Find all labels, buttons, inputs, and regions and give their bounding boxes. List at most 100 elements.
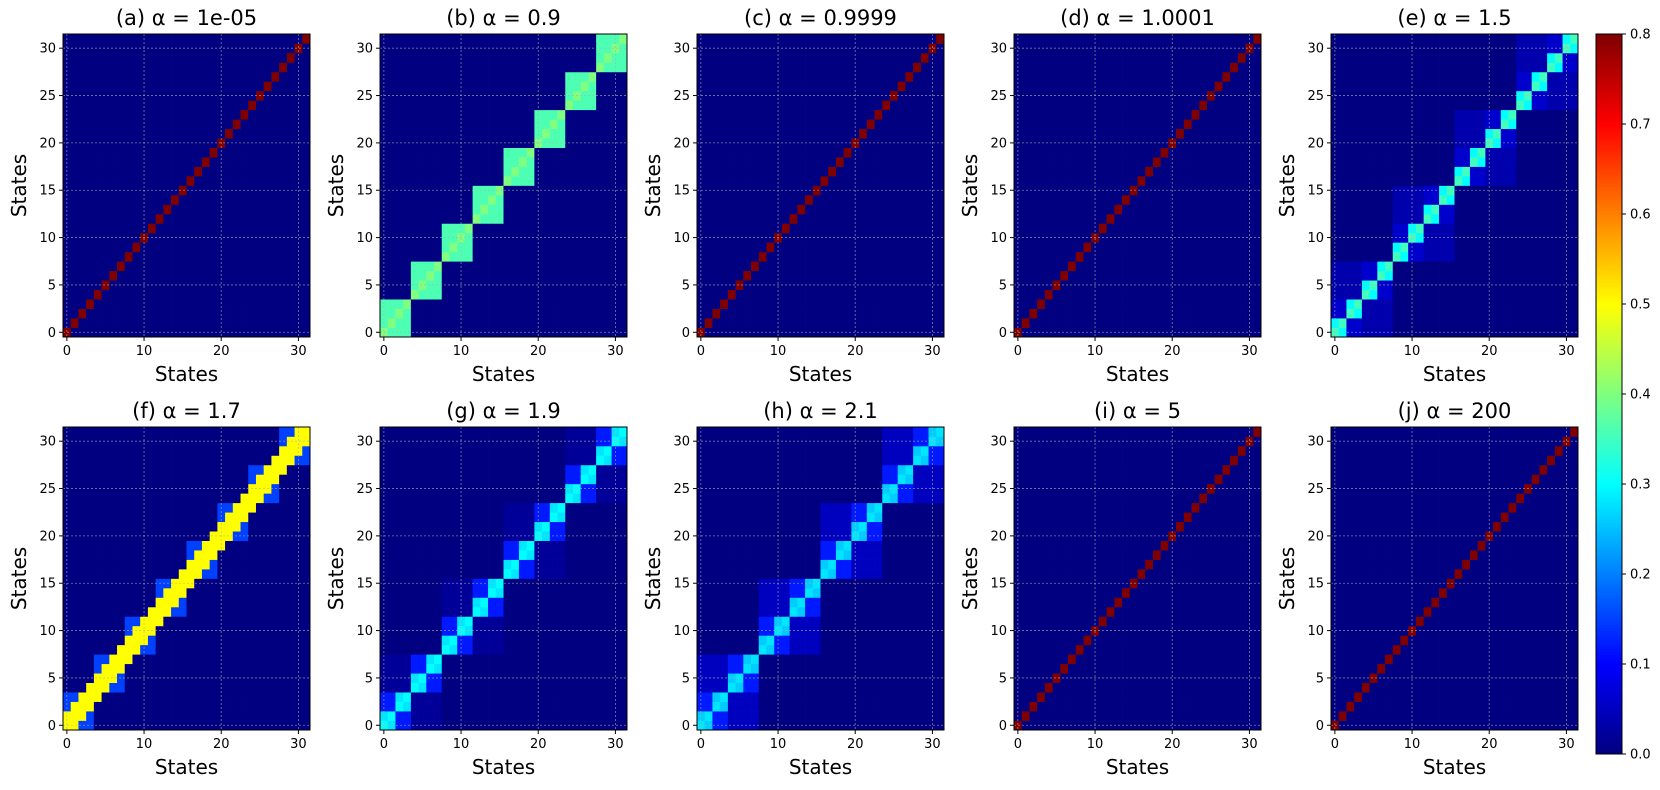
heatmap-cell [155,299,164,309]
heatmap-cell [171,204,180,215]
heatmap-cell [449,318,458,328]
heatmap-cell [294,71,303,82]
heatmap-cell [503,270,512,281]
heatmap-cell [511,81,520,92]
heatmap-cell [797,128,806,139]
y-tick-label: 0 [365,326,373,341]
heatmap-cell [449,71,458,82]
heatmap-cell [781,270,790,281]
heatmap-cell [410,157,419,167]
heatmap-cell [178,251,187,262]
heatmap-cell [1222,318,1231,328]
heatmap-cell [1214,157,1223,167]
heatmap-cell [889,119,899,130]
heatmap-cell [194,185,203,196]
heatmap-cell [1230,223,1239,234]
heatmap-cell [1346,157,1355,167]
heatmap-cell [1137,90,1146,101]
heatmap-cell [1400,308,1409,319]
heatmap-cell [727,62,736,73]
heatmap-cell [472,242,481,253]
heatmap-cell [1230,318,1239,328]
heatmap-cell [240,128,249,139]
heatmap-cell [1083,34,1092,44]
heatmap-cell [511,232,520,243]
heatmap-cell [194,327,203,338]
heatmap-cell [117,280,126,291]
axes-frame [1013,33,1262,338]
heatmap-cell [201,185,211,196]
heatmap-cell [1570,289,1579,300]
heatmap-cell [781,166,790,177]
heatmap-cell [766,157,775,167]
heatmap-cell [255,52,265,63]
heatmap-cell [1152,157,1162,167]
heatmap-cell [1114,318,1123,328]
heatmap-cell [225,100,234,111]
heatmap-cell [1160,157,1169,167]
heatmap-cell [124,251,133,262]
heatmap-cell [1137,289,1146,300]
heatmap-cell [789,71,798,82]
heatmap-cell [1075,299,1084,309]
heatmap-cell [720,52,729,63]
heatmap-cell [1037,308,1046,319]
heatmap-cell [1369,299,1378,309]
heatmap-cell [1098,308,1107,319]
heatmap-cell [596,176,605,186]
heatmap-cell [286,194,295,205]
heatmap-cell [534,128,543,139]
heatmap-cell [1361,308,1370,319]
heatmap-cell [727,166,736,177]
heatmap-cell [511,34,520,44]
heatmap-cell [1183,194,1192,205]
heatmap-cell [1454,251,1463,262]
heatmap-cell [1152,138,1162,148]
heatmap-cell [704,213,713,224]
heatmap-cell [1075,223,1084,234]
heatmap-cell [410,242,419,253]
heatmap-cell [279,81,288,92]
heatmap-cell [472,166,481,177]
heatmap-cell [1338,327,1347,338]
heatmap-cell [766,251,775,262]
heatmap-cell [302,100,311,111]
heatmap-cell [704,289,713,300]
heatmap-cell [1253,308,1262,319]
heatmap-cell [549,71,558,82]
heatmap-cell [797,270,806,281]
heatmap-cell [457,147,466,158]
heatmap-cell [1570,327,1579,338]
heatmap-cell [936,128,945,139]
heatmap-cell [1454,270,1463,281]
heatmap-cell [109,280,118,291]
heatmap-cell [426,289,435,300]
heatmap-cell [1253,185,1262,196]
heatmap-cell [1415,213,1424,224]
heatmap-cell [820,194,829,205]
heatmap-cell [1044,280,1053,291]
heatmap-cell [263,128,272,139]
heatmap-cell [1222,119,1231,130]
heatmap-cell [480,213,489,224]
heatmap-cell [109,109,118,120]
heatmap-cell [225,128,234,139]
heatmap-cell [518,166,528,177]
heatmap-cell [480,242,489,253]
heatmap-cell [1570,280,1579,291]
heatmap-cell [194,242,203,253]
heatmap-cell [588,289,597,300]
heatmap-cell [1253,270,1262,281]
heatmap-cell [720,242,729,253]
heatmap-cell [1199,34,1208,44]
heatmap-cell [171,176,180,186]
heatmap-cell [697,71,706,82]
heatmap-cell [155,71,164,82]
heatmap-cell [503,52,512,63]
heatmap-cell [1338,128,1347,139]
heatmap-cell [171,194,180,205]
y-tick-label: 0 [682,326,690,341]
heatmap-cell [132,204,141,215]
heatmap-cell [1060,109,1069,120]
heatmap-cell [874,194,883,205]
